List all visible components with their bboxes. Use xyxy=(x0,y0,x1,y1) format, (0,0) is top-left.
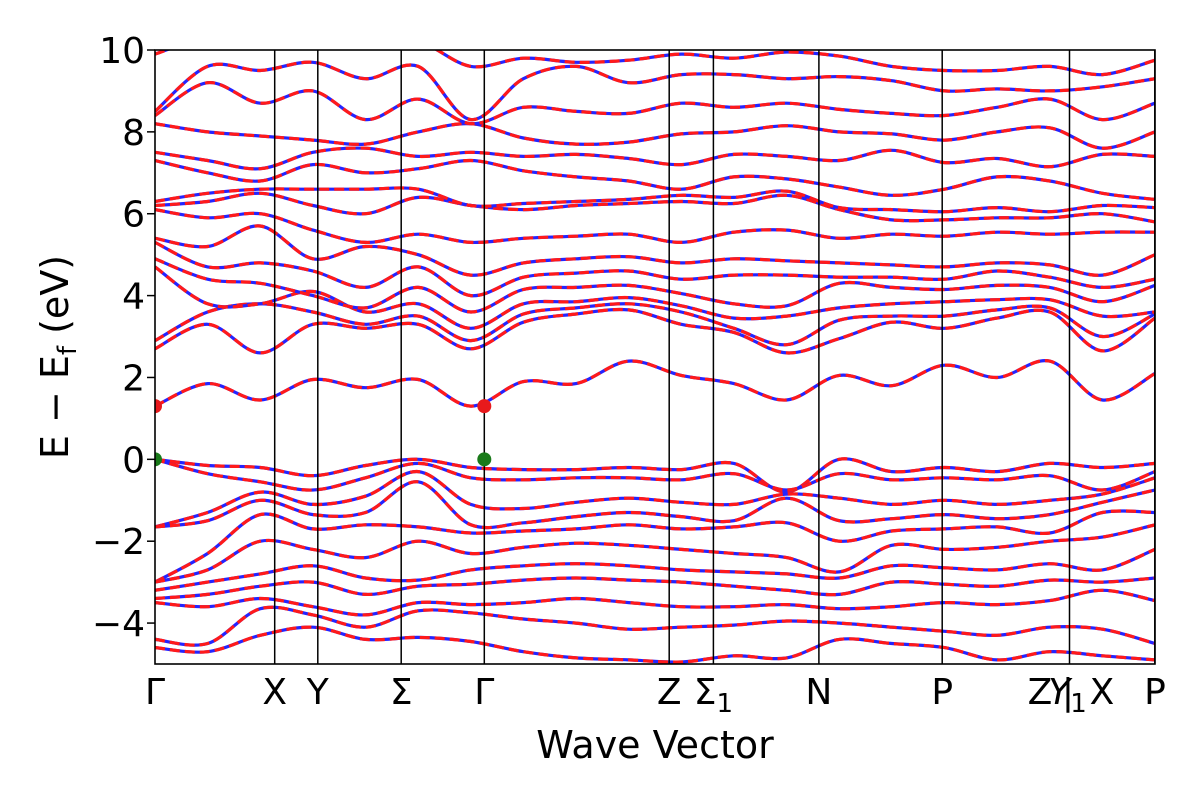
plot-frame xyxy=(154,49,1156,665)
x-tick-label: N xyxy=(805,672,832,713)
x-tick-label: Γ xyxy=(145,672,165,713)
x-tick-label: | xyxy=(1062,672,1074,713)
band-edge-point xyxy=(155,452,162,467)
y-axis-title-sub: f xyxy=(53,345,83,355)
y-axis-title: E − Ef (eV) xyxy=(33,255,83,459)
y-axis-title-suffix: (eV) xyxy=(33,255,77,346)
special-points-layer xyxy=(155,399,492,467)
y-axis: −4 −2 0 2 4 6 8 10 xyxy=(92,31,155,645)
y-tick-label: 6 xyxy=(122,195,145,236)
band-line-solid xyxy=(155,625,1155,664)
band-line-dashed xyxy=(155,50,1155,77)
y-tick-label: 2 xyxy=(122,358,145,399)
band-line-dashed xyxy=(155,588,1155,617)
x-tick-label: Z xyxy=(657,672,682,713)
x-tick-label: P xyxy=(1144,672,1166,713)
y-axis-title-prefix: E − E xyxy=(33,355,77,459)
y-tick-label: −4 xyxy=(92,604,145,645)
band-line-dashed xyxy=(155,302,1155,347)
x-axis: Γ X Y Σ Γ Z Σ1 N P Y1Z | X P xyxy=(145,672,1166,719)
x-tick-label: Γ xyxy=(474,672,494,713)
band-line-dashed xyxy=(155,576,1155,601)
y-tick-label: 8 xyxy=(122,113,145,154)
band-line-dashed xyxy=(155,359,1155,408)
y-tick-label: −2 xyxy=(92,522,145,563)
band-edge-point xyxy=(477,452,492,467)
x-tick-label: Y1 xyxy=(1048,672,1087,719)
x-tick-label: Σ1 xyxy=(694,672,733,719)
bands-layer xyxy=(155,50,1155,664)
band-line-dashed xyxy=(155,81,1155,126)
x-tick-label: P xyxy=(931,672,953,713)
y-tick-label: 4 xyxy=(122,277,145,318)
y-tick-label: 0 xyxy=(122,440,145,481)
band-line-dashed xyxy=(155,122,1155,150)
x-tick-label: Y xyxy=(306,672,330,713)
x-axis-title: Wave Vector xyxy=(536,723,774,767)
band-line-dashed xyxy=(155,547,1155,592)
band-line-dashed xyxy=(155,457,1155,494)
x-tick-label: X xyxy=(262,672,287,713)
band-line-dashed xyxy=(155,605,1155,647)
band-line-dashed xyxy=(155,480,1155,530)
band-line-dashed xyxy=(155,625,1155,664)
band-line-dashed xyxy=(155,186,1155,214)
band-line-dashed xyxy=(155,191,1155,224)
band-edge-point xyxy=(155,399,162,414)
band-line-dashed xyxy=(155,509,1155,584)
band-line-dashed xyxy=(155,523,1155,584)
x-tick-label: Z xyxy=(1028,672,1053,713)
band-line-solid xyxy=(155,122,1155,150)
band-line-dashed xyxy=(155,60,1155,122)
band-line-solid xyxy=(155,588,1155,617)
x-tick-label: Σ xyxy=(390,672,413,713)
band-edge-point xyxy=(477,399,492,414)
band-line-dashed xyxy=(155,265,1155,330)
band-line-dashed xyxy=(155,224,1155,277)
band-line-dashed xyxy=(155,158,1155,201)
x-tick-label: X xyxy=(1090,672,1115,713)
y-tick-label: 10 xyxy=(99,31,145,72)
band-line-solid xyxy=(155,257,1155,314)
band-line-dashed xyxy=(155,307,1155,355)
band-line-solid xyxy=(155,523,1155,584)
